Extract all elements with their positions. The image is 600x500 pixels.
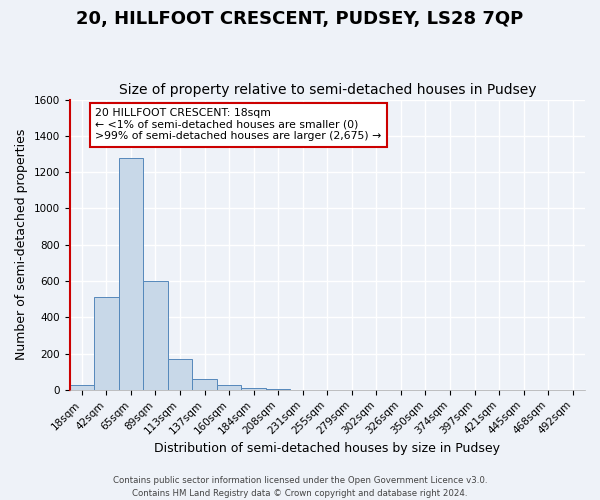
Bar bbox=[70, 386, 94, 390]
Text: Contains HM Land Registry data © Crown copyright and database right 2024.: Contains HM Land Registry data © Crown c… bbox=[132, 488, 468, 498]
Y-axis label: Number of semi-detached properties: Number of semi-detached properties bbox=[15, 129, 28, 360]
Bar bbox=[143, 281, 168, 390]
Bar bbox=[217, 385, 241, 390]
Bar bbox=[168, 359, 192, 390]
Text: 20, HILLFOOT CRESCENT, PUDSEY, LS28 7QP: 20, HILLFOOT CRESCENT, PUDSEY, LS28 7QP bbox=[76, 10, 524, 28]
Bar bbox=[241, 388, 266, 390]
Bar bbox=[192, 379, 217, 390]
X-axis label: Distribution of semi-detached houses by size in Pudsey: Distribution of semi-detached houses by … bbox=[154, 442, 500, 455]
Title: Size of property relative to semi-detached houses in Pudsey: Size of property relative to semi-detach… bbox=[119, 83, 536, 97]
Text: Contains public sector information licensed under the Open Government Licence v3: Contains public sector information licen… bbox=[113, 476, 487, 485]
Bar bbox=[94, 298, 119, 390]
Bar bbox=[119, 158, 143, 390]
Text: 20 HILLFOOT CRESCENT: 18sqm
← <1% of semi-detached houses are smaller (0)
>99% o: 20 HILLFOOT CRESCENT: 18sqm ← <1% of sem… bbox=[95, 108, 382, 142]
